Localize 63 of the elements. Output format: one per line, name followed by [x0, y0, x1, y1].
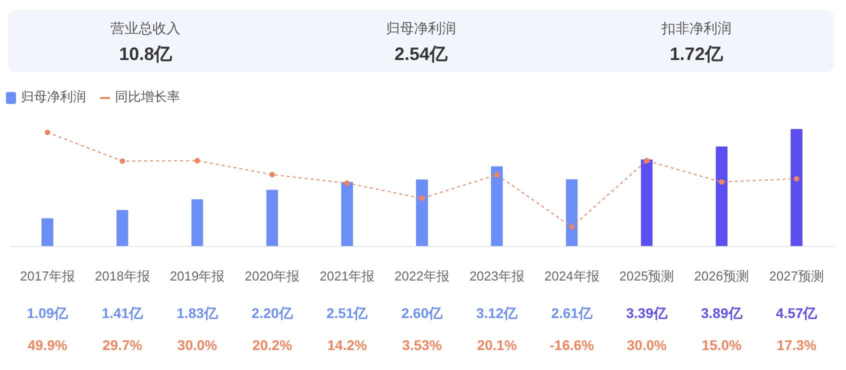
data-label: 17.3% — [776, 337, 817, 353]
x-tick-label: 2024年报 — [544, 268, 600, 284]
bar — [266, 190, 278, 246]
point — [718, 179, 724, 185]
data-label: 2.61亿 — [551, 305, 594, 321]
bar — [191, 199, 204, 246]
data-label: 3.39亿 — [626, 305, 668, 321]
data-label: 2.60亿 — [401, 305, 444, 321]
bar — [41, 218, 54, 246]
x-tick-label: 2025预测 — [619, 268, 674, 284]
point — [44, 130, 50, 136]
data-label: 20.2% — [252, 337, 293, 353]
data-label: 1.41亿 — [102, 305, 144, 321]
data-label: 4.57亿 — [776, 305, 818, 321]
bar — [490, 166, 503, 246]
point — [569, 224, 575, 230]
bar — [790, 129, 803, 246]
data-label: 49.9% — [28, 337, 68, 353]
data-label: 1.83亿 — [176, 305, 219, 321]
data-label: -16.6% — [550, 337, 595, 353]
data-label: 3.89亿 — [701, 305, 744, 321]
data-label: 15.0% — [702, 337, 742, 353]
data-label: 1.09亿 — [26, 305, 70, 321]
point — [269, 172, 275, 178]
data-label: 14.2% — [327, 337, 368, 353]
x-tick-label: 2017年报 — [20, 268, 75, 284]
x-tick-label: 2026预测 — [694, 268, 750, 284]
x-tick-label: 2022年报 — [394, 268, 450, 284]
bar — [416, 179, 428, 246]
text: 1.72亿 — [668, 43, 724, 66]
point — [494, 172, 500, 178]
x-tick-label: 2020年报 — [244, 268, 300, 284]
text: 2.54亿 — [393, 43, 449, 66]
point — [344, 180, 350, 186]
data-label: 30.0% — [626, 337, 668, 353]
legend-label: 同比增长率 — [114, 88, 180, 106]
x-tick-label: 2019年报 — [170, 268, 225, 284]
text: 归母净利润 — [384, 20, 457, 38]
point — [120, 158, 126, 164]
point — [419, 196, 425, 202]
bar — [116, 210, 128, 246]
x-tick-label: 2027预测 — [769, 268, 824, 284]
data-label: 2.20亿 — [252, 305, 294, 321]
legend-label: 归母净利润 — [20, 88, 86, 106]
data-label: 3.53% — [402, 337, 442, 353]
data-label: 2.51亿 — [326, 305, 369, 321]
data-label: 3.12亿 — [476, 305, 519, 321]
data-label: 30.0% — [177, 337, 218, 353]
bar — [341, 182, 354, 246]
point — [194, 158, 200, 164]
point — [794, 176, 800, 182]
text: 营业总收入 — [110, 20, 182, 38]
bar — [566, 179, 578, 246]
data-label: 20.1% — [477, 337, 518, 353]
x-tick-label: 2021年报 — [320, 268, 375, 284]
data-label: 29.7% — [102, 337, 143, 353]
bar — [640, 159, 653, 246]
text: 10.8亿 — [118, 43, 174, 66]
text: 扣非净利润 — [660, 20, 732, 38]
point — [644, 158, 650, 164]
x-tick-label: 2023年报 — [469, 268, 524, 284]
bar — [716, 146, 728, 246]
x-tick-label: 2018年报 — [94, 268, 150, 284]
